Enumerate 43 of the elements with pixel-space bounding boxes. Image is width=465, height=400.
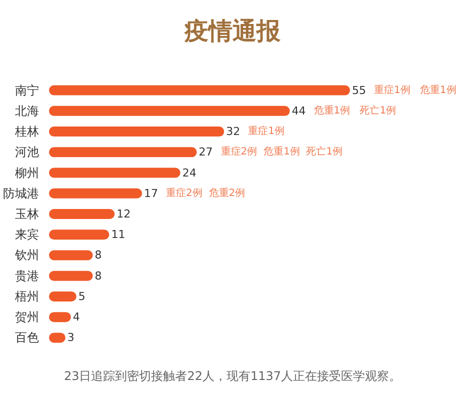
y-tick-label: 贵港 [15,268,39,283]
y-tick-label: 柳州 [15,166,39,180]
y-tick-label: 桂林 [14,124,39,139]
y-tick-label: 钦州 [14,248,39,262]
y-tick-label: 防城港 [3,186,39,200]
bar [49,85,350,96]
annotation: 危重1例 死亡1例 [314,104,396,116]
data-label: 27 [198,146,213,159]
annotation: 重症1例 [248,125,284,138]
annotation: 重症1例 危重1例 [374,84,456,96]
bar [49,270,93,281]
bar [49,147,197,158]
annotation: 重症2例 危重1例 死亡1例 [220,146,343,158]
bar [49,126,224,137]
data-label: 44 [292,104,306,118]
data-label: 11 [111,228,126,242]
y-tick-label: 北海 [15,104,39,118]
data-label: 24 [182,166,196,180]
bar [49,188,142,198]
text: 23日追踪到密切接触者22人，现有1137人正在接受医学观察。 [64,369,402,383]
data-label: 55 [352,84,366,97]
data-label: 4 [72,310,80,324]
data-label: 32 [226,125,240,138]
y-tick-label: 贺州 [15,310,39,324]
data-label: 5 [78,290,86,303]
chart-title: 疫情通报 [184,17,282,45]
y-tick-label: 百色 [15,330,39,345]
bar [49,250,93,260]
bar [49,209,115,219]
y-tick-label: 南宁 [15,83,39,98]
data-label: 8 [94,248,102,262]
bar [49,106,290,116]
annotation: 重症2例 危重2例 [166,186,246,199]
data-label: 3 [67,331,74,344]
data-label: 12 [116,208,131,220]
y-tick-label: 来宾 [15,228,39,242]
bar [49,168,180,178]
y-tick-label: 河池 [15,145,39,160]
bar [49,230,110,240]
data-label: 17 [144,186,158,200]
y-tick-label: 玉林 [15,207,39,221]
y-tick-label: 梧州 [14,289,39,304]
data-label: 8 [94,269,102,282]
